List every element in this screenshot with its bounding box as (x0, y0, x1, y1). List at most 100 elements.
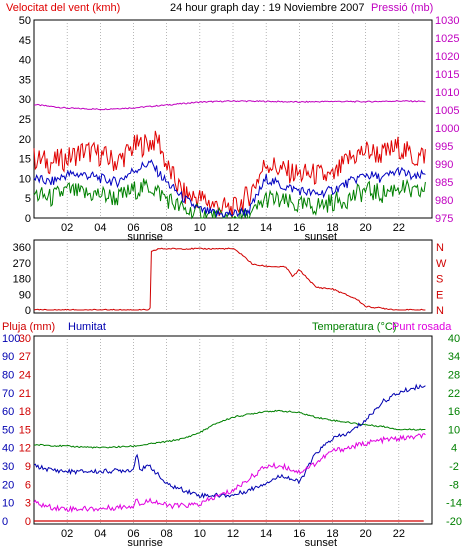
humidity-tick-label: 30 (2, 461, 14, 473)
rain-tick-label: 6 (25, 479, 31, 491)
wind-tick-label: 35 (19, 74, 31, 86)
wind-avg-line (33, 159, 426, 218)
compass-label: N (436, 242, 444, 254)
pressure-tick-label: 985 (435, 177, 453, 189)
temperature-tick-label: 28 (448, 369, 460, 381)
rain-tick-label: 0 (25, 516, 31, 528)
compass-label: N (436, 305, 444, 317)
wind-hour-label: 12 (227, 222, 239, 234)
pressure-tick-label: 1015 (435, 69, 459, 81)
wind-hour-label: 20 (360, 222, 372, 234)
humidity-tick-label: 70 (2, 388, 14, 400)
wind-tick-label: 25 (19, 114, 31, 126)
humidity-tick-label: 50 (2, 424, 14, 436)
wind-tick-label: 0 (25, 213, 31, 225)
temperature-tick-label: -20 (446, 516, 462, 528)
humidity-legend: Humitat (68, 321, 106, 333)
graph-title: 24 hour graph day : 19 Noviembre 2007 (170, 2, 364, 14)
dew-legend: Punt rosada (392, 321, 452, 333)
humidity-hour-label: 06 (127, 528, 139, 540)
rain-tick-label: 9 (25, 461, 31, 473)
humidity-hour-label: 18 (326, 528, 338, 540)
wind-hour-label: 14 (260, 222, 272, 234)
wind-tick-label: 10 (19, 173, 31, 185)
temperature-tick-label: 4 (451, 443, 457, 455)
humidity-hour-label: 20 (360, 528, 372, 540)
direction-tick-label: 90 (19, 289, 31, 301)
wind-hour-label: 22 (393, 222, 405, 234)
wind-tick-label: 45 (19, 35, 31, 47)
humidity-hour-label: 04 (94, 528, 106, 540)
dew-point-line (33, 433, 426, 513)
rain-tick-label: 27 (19, 351, 31, 363)
temperature-line (33, 409, 426, 449)
wind-hour-label: 16 (293, 222, 305, 234)
rain-tick-label: 12 (19, 443, 31, 455)
wind-tick-label: 20 (19, 134, 31, 146)
wind-tick-label: 5 (25, 193, 31, 205)
humidity-hour-label: 10 (194, 528, 206, 540)
temperature-tick-label: 34 (448, 351, 460, 363)
compass-label: S (436, 274, 443, 286)
pressure-tick-label: 975 (435, 213, 453, 225)
rain-tick-label: 21 (19, 388, 31, 400)
wind-min-line (33, 178, 426, 220)
humidity-sunset-label: sunset (305, 537, 337, 549)
temperature-tick-label: -8 (449, 479, 459, 491)
direction-tick-label: 360 (13, 242, 31, 254)
wind-sunset-label: sunset (305, 231, 337, 243)
wind-tick-label: 50 (19, 15, 31, 27)
humidity-tick-label: 60 (2, 406, 14, 418)
compass-label: E (436, 289, 443, 301)
wind-sunrise-label: sunrise (127, 231, 162, 243)
wind-tick-label: 15 (19, 154, 31, 166)
temperature-tick-label: 40 (448, 333, 460, 345)
pressure-tick-label: 980 (435, 195, 453, 207)
pressure-tick-label: 1005 (435, 105, 459, 117)
pressure-title: Pressió (mb) (371, 2, 433, 14)
wind-hour-label: 10 (194, 222, 206, 234)
direction-tick-label: 270 (13, 258, 31, 270)
humidity-hour-label: 08 (161, 528, 173, 540)
humidity-tick-label: 0 (2, 516, 8, 528)
wind-tick-label: 30 (19, 94, 31, 106)
humidity-hour-label: 16 (293, 528, 305, 540)
pressure-tick-label: 1025 (435, 33, 459, 45)
rain-tick-label: 24 (19, 369, 31, 381)
rain-tick-label: 15 (19, 424, 31, 436)
pressure-tick-label: 1010 (435, 87, 459, 99)
direction-tick-label: 180 (13, 274, 31, 286)
humidity-hour-label: 02 (61, 528, 73, 540)
humidity-line (33, 383, 426, 499)
humidity-hour-label: 22 (393, 528, 405, 540)
pressure-tick-label: 995 (435, 141, 453, 153)
wind-hour-label: 18 (326, 222, 338, 234)
wind-hour-label: 04 (94, 222, 106, 234)
rain-tick-label: 3 (25, 498, 31, 510)
humidity-tick-label: 80 (2, 369, 14, 381)
direction-line (33, 247, 426, 311)
pressure-tick-label: 1000 (435, 123, 459, 135)
rain-tick-label: 30 (19, 333, 31, 345)
humidity-tick-label: 10 (2, 498, 14, 510)
pressure-tick-label: 990 (435, 159, 453, 171)
humidity-hour-label: 12 (227, 528, 239, 540)
temperature-tick-label: 10 (448, 424, 460, 436)
humidity-temperature-panel: Pluja (mm) Humitat Temperatura (°C)Punt ro… (2, 321, 462, 549)
temperature-tick-label: -2 (449, 461, 459, 473)
wind-title: Velocitat del vent (kmh) (6, 2, 120, 14)
temperature-tick-label: -14 (446, 498, 462, 510)
humidity-tick-label: 90 (2, 351, 14, 363)
wind-hour-label: 06 (127, 222, 139, 234)
wind-hour-label: 02 (61, 222, 73, 234)
pressure-tick-label: 1030 (435, 15, 459, 27)
rain-legend: Pluja (mm) (2, 321, 55, 333)
pressure-line (34, 99, 426, 111)
wind-tick-label: 40 (19, 55, 31, 67)
temperature-tick-label: 22 (448, 388, 460, 400)
humidity-tick-label: 40 (2, 443, 14, 455)
rain-tick-label: 18 (19, 406, 31, 418)
